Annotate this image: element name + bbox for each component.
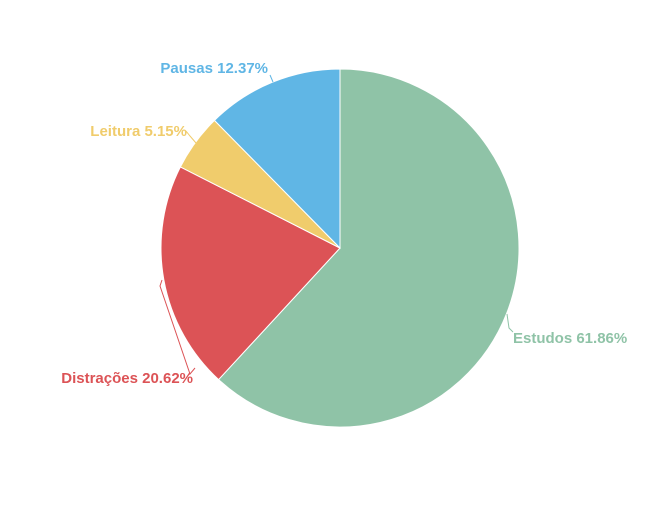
slice-label-pausas: Pausas 12.37%: [160, 60, 268, 77]
leader-line-distracoes: [159, 279, 196, 376]
leader-line-leitura: [185, 130, 197, 144]
slice-label-estudos: Estudos 61.86%: [513, 330, 627, 347]
labels-layer: Estudos 61.86% Distrações 20.62% Leitura 5…: [61, 60, 627, 387]
leader-line-pausas: [269, 74, 274, 83]
slices-layer: [160, 68, 520, 428]
pie-slice-distracoes[interactable]: [160, 166, 341, 381]
slice-label-leitura: Leitura 5.15%: [90, 123, 187, 140]
leader-line-estudos: [506, 313, 514, 333]
pie-slice-pausas[interactable]: [213, 68, 341, 250]
pie-slice-estudos[interactable]: [217, 68, 520, 428]
leaders-layer: [159, 74, 514, 376]
slice-label-distracoes: Distrações 20.62%: [61, 370, 193, 387]
